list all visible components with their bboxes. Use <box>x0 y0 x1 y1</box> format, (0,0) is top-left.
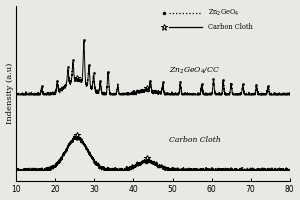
Text: Zn$_2$GeO$_4$/CC: Zn$_2$GeO$_4$/CC <box>169 65 220 76</box>
Text: Carbon Cloth: Carbon Cloth <box>208 23 253 31</box>
Text: Carbon Cloth: Carbon Cloth <box>169 136 221 144</box>
Text: Zn$_2$GeO$_4$: Zn$_2$GeO$_4$ <box>208 7 239 18</box>
Y-axis label: Indensity (a.u): Indensity (a.u) <box>6 62 14 124</box>
